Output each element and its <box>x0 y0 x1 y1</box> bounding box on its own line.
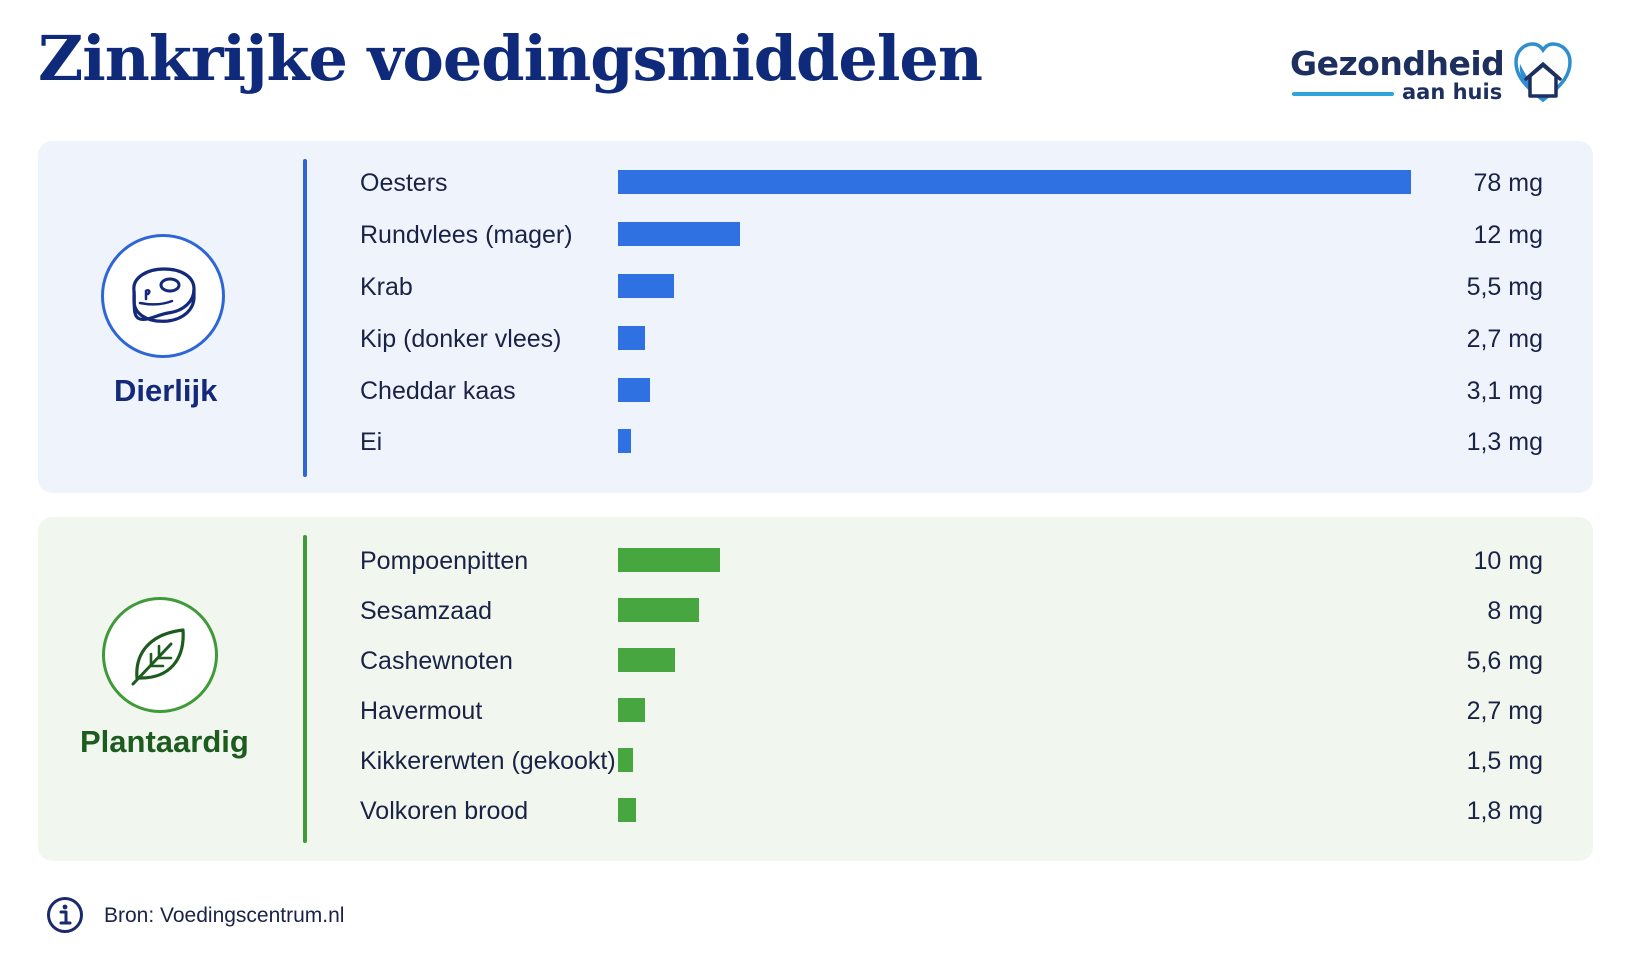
bar-category-label: Volkoren brood <box>360 797 529 825</box>
animal-category-label: Dierlijk <box>114 373 218 408</box>
bar-row: Sesamzaad 8 mg <box>38 589 1593 629</box>
bar <box>618 598 699 622</box>
bar-value-label: 1,5 mg <box>1466 747 1543 775</box>
source-text: Bron: Voedingscentrum.nl <box>104 904 345 927</box>
animal-divider <box>303 159 307 477</box>
bar <box>618 429 631 453</box>
heart-house-icon <box>1514 42 1572 103</box>
bar <box>618 170 1411 194</box>
logo-underline <box>1292 92 1394 96</box>
bar <box>618 274 674 298</box>
bar-row: Pompoenpitten 10 mg <box>38 539 1593 579</box>
bar <box>618 748 633 772</box>
bar-value-label: 5,5 mg <box>1466 273 1543 301</box>
plant-panel: Plantaardig Pompoenpitten 10 mg Sesamzaad 8… <box>38 517 1593 861</box>
bar <box>618 326 645 350</box>
bar-value-label: 10 mg <box>1473 547 1543 575</box>
bar-row: Cheddar kaas 3,1 mg <box>38 369 1593 409</box>
bar-value-label: 3,1 mg <box>1466 377 1543 405</box>
animal-badge <box>101 234 225 358</box>
bar-category-label: Cashewnoten <box>360 647 513 675</box>
bar-category-label: Oesters <box>360 169 448 197</box>
bar <box>618 698 645 722</box>
bar <box>618 648 675 672</box>
brand-logo[interactable]: Gezondheid aan huis <box>1290 38 1580 108</box>
bar-row: Cashewnoten 5,6 mg <box>38 639 1593 679</box>
plant-divider <box>303 535 307 843</box>
plant-badge <box>102 597 218 713</box>
bar-value-label: 5,6 mg <box>1466 647 1543 675</box>
bar-row: Volkoren brood 1,8 mg <box>38 789 1593 829</box>
bar-row: Kikkererwten (gekookt) 1,5 mg <box>38 739 1593 779</box>
bar-value-label: 8 mg <box>1487 597 1543 625</box>
bar-value-label: 12 mg <box>1473 221 1543 249</box>
bar-value-label: 1,3 mg <box>1466 428 1543 456</box>
bar-value-label: 1,8 mg <box>1466 797 1543 825</box>
bar-category-label: Krab <box>360 273 413 301</box>
bar-category-label: Sesamzaad <box>360 597 493 625</box>
plant-category-label: Plantaardig <box>80 724 249 759</box>
bar-category-label: Kip (donker vlees) <box>360 325 562 353</box>
bar-row: Havermout 2,7 mg <box>38 689 1593 729</box>
bar-category-label: Pompoenpitten <box>360 547 529 575</box>
page-title: Zinkrijke voedingsmiddelen <box>38 22 983 95</box>
bar-row: Krab 5,5 mg <box>38 265 1593 305</box>
bar-value-label: 2,7 mg <box>1466 697 1543 725</box>
bar-row: Kip (donker vlees) 2,7 mg <box>38 317 1593 357</box>
animal-panel: Dierlijk Oesters 78 mg Rundvlees (mager) 12… <box>38 141 1593 493</box>
bar-category-label: Ei <box>360 428 383 456</box>
logo-text-secondary: aan huis <box>1402 80 1503 104</box>
bar <box>618 378 650 402</box>
bar-category-label: Havermout <box>360 697 483 725</box>
bar <box>618 222 740 246</box>
bar-category-label: Cheddar kaas <box>360 377 516 405</box>
bar-row: Oesters 78 mg <box>38 161 1593 201</box>
bar-category-label: Kikkererwten (gekookt) <box>360 747 616 775</box>
bar-value-label: 78 mg <box>1473 169 1543 197</box>
leaf-icon <box>131 628 185 686</box>
bar-row: Rundvlees (mager) 12 mg <box>38 213 1593 253</box>
steak-icon <box>132 267 196 323</box>
bar-row: Ei 1,3 mg <box>38 420 1593 460</box>
logo-text-primary: Gezondheid <box>1290 44 1505 83</box>
bar-value-label: 2,7 mg <box>1466 325 1543 353</box>
info-icon <box>47 897 83 933</box>
bar <box>618 548 720 572</box>
bar-category-label: Rundvlees (mager) <box>360 221 573 249</box>
bar <box>618 798 636 822</box>
